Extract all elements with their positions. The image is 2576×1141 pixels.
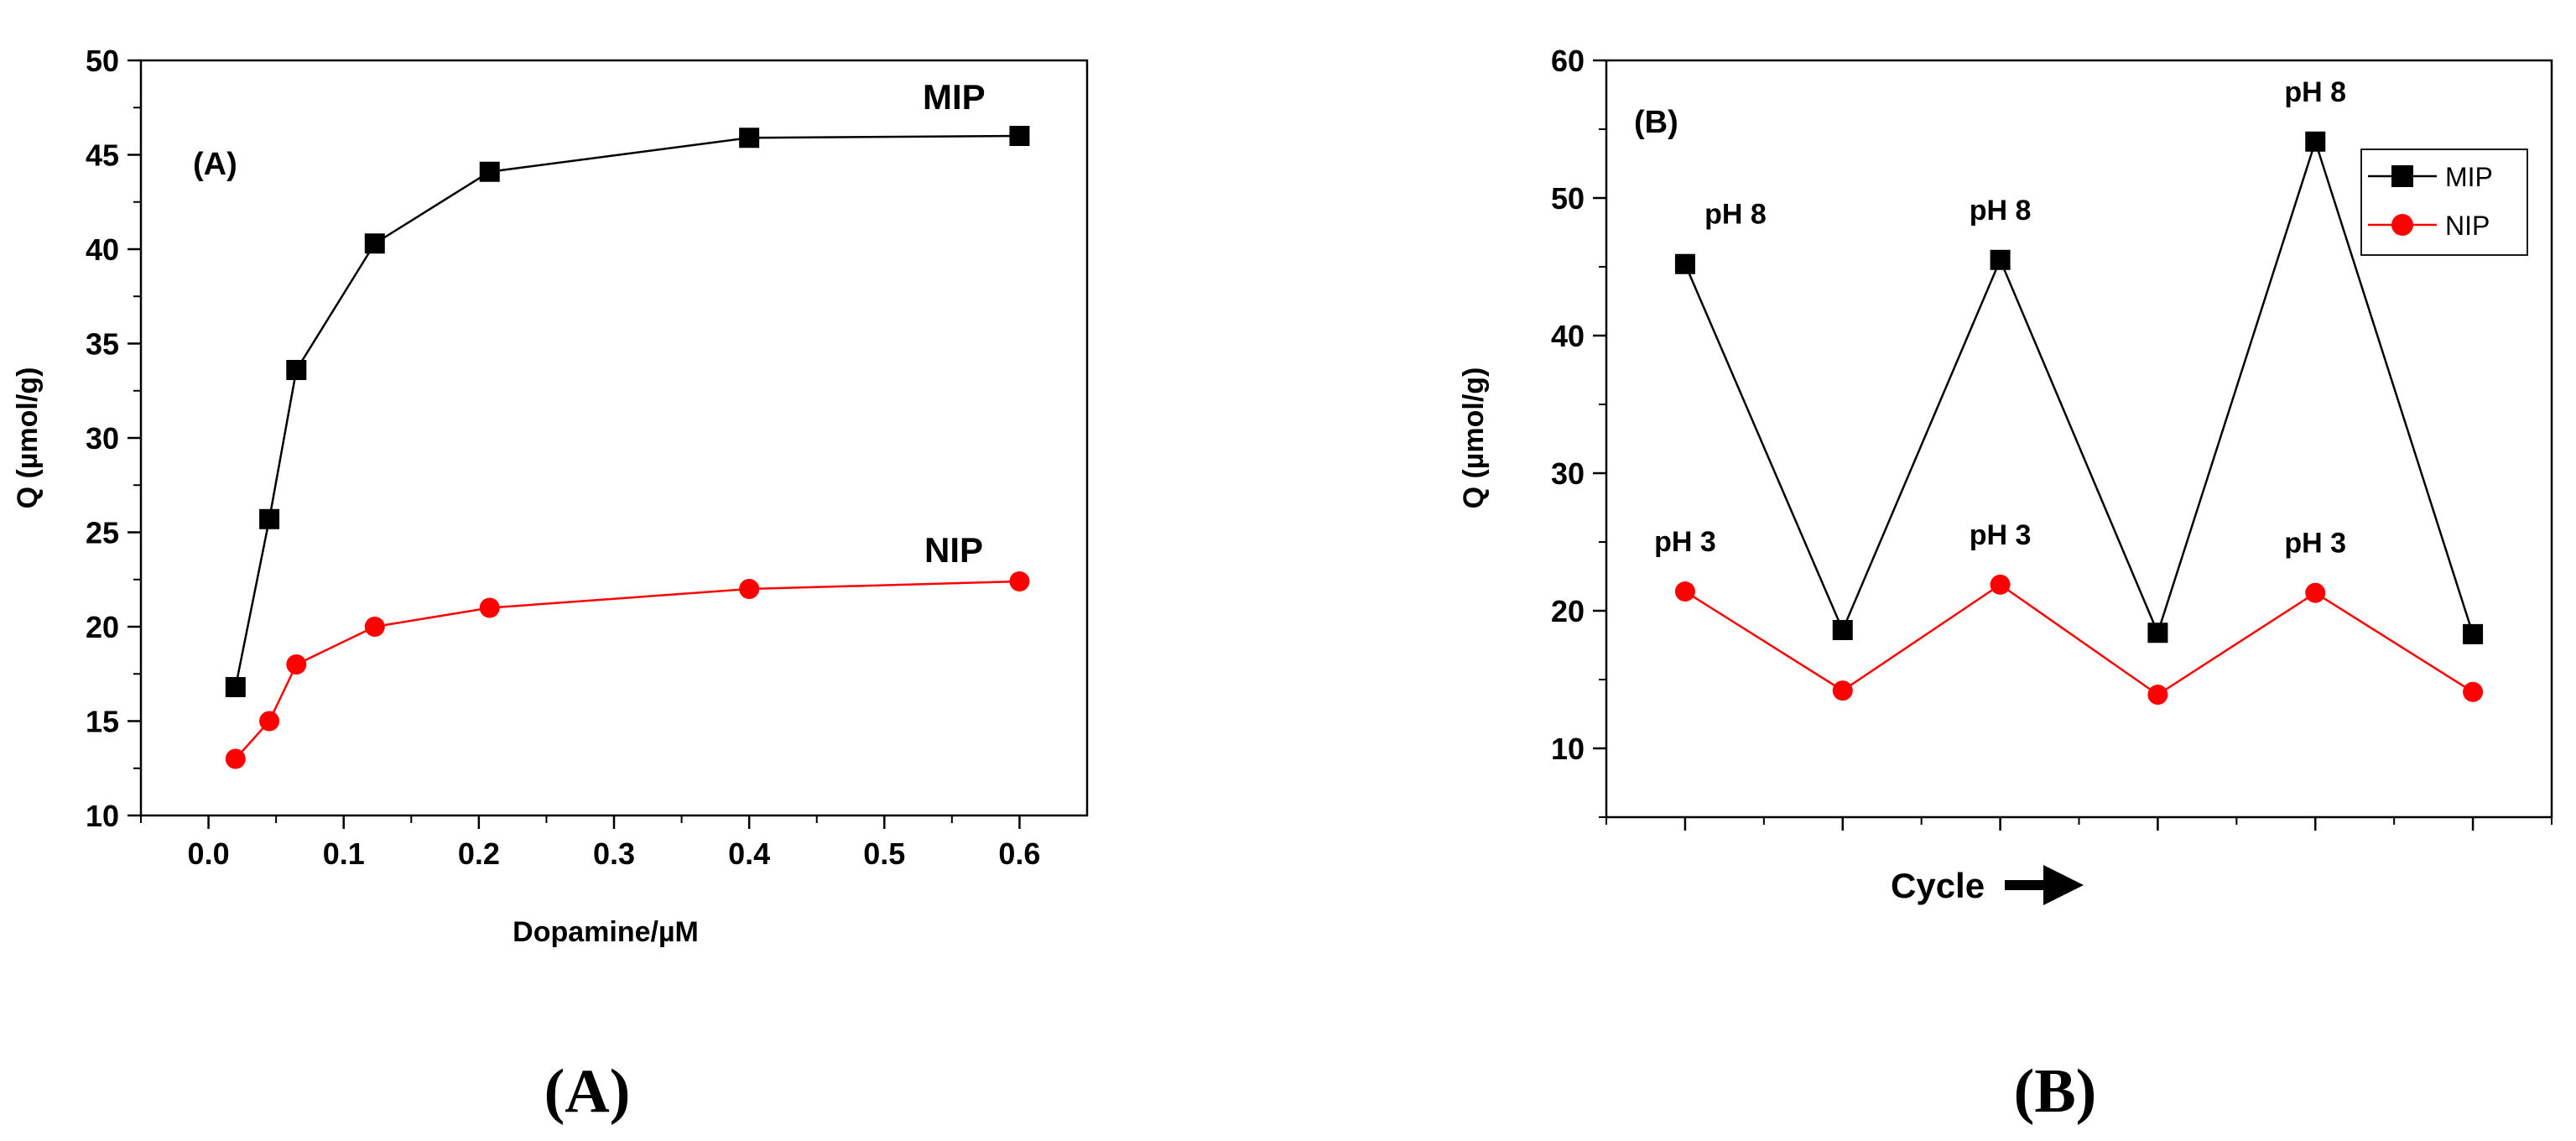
data-point-nip-a: [364, 617, 385, 637]
data-point-nip-a: [1009, 571, 1030, 591]
legend-nip-marker: [2391, 214, 2413, 236]
panel-label-a: (A): [193, 147, 237, 182]
x-tick-label-a: 0.6: [998, 836, 1040, 871]
x-axis-label-b-group: Cycle: [1891, 865, 2084, 905]
caption-a: (A): [544, 1057, 631, 1126]
series-line-mip-b: [1684, 138, 2475, 636]
data-point-mip-b: [1832, 619, 1853, 640]
data-point-mip-a: [364, 233, 385, 254]
legend-box-b: [2360, 148, 2528, 256]
chart-panel-a: 0.0 0.1 0.2 0.3 0.4 0.5 0.6 10 15 20 25 30 35 40 45 50…: [12, 44, 1089, 1126]
series-line-mip-a: [234, 134, 1020, 688]
annotation-ph-label: pH 8: [1704, 199, 1767, 231]
y-tick-label-a: 35: [86, 327, 119, 362]
data-point-mip-a: [259, 508, 280, 529]
x-axis-label-b: Cycle: [1891, 866, 1985, 905]
data-point-nip-b: [2463, 681, 2484, 702]
data-point-mip-a: [286, 360, 307, 380]
data-point-mip-b: [2147, 623, 2168, 643]
legend-b: MIP NIP: [2360, 148, 2528, 256]
x-tick-label-a: 0.3: [593, 836, 635, 871]
y-tick-label-b: 40: [1551, 319, 1585, 353]
y-tick-label-b: 50: [1551, 181, 1585, 216]
annotation-ph-label: pH 3: [1654, 526, 1716, 558]
series-line-nip-a: [234, 580, 1020, 760]
legend-mip-marker: [2391, 165, 2413, 187]
y-tick-label-a: 20: [86, 610, 119, 644]
series-line-nip-b: [1684, 583, 2474, 696]
data-point-mip-b: [1674, 253, 1695, 274]
y-tick-label-b: 20: [1551, 594, 1585, 628]
data-point-mip-a: [225, 677, 246, 697]
data-point-nip-b: [1832, 680, 1853, 701]
x-tick-label-a: 0.1: [323, 836, 365, 871]
data-point-nip-a: [479, 597, 500, 618]
x-tick-label-a: 0.0: [188, 836, 230, 871]
data-point-nip-a: [225, 748, 246, 769]
plot-frame-a: [139, 59, 1089, 817]
data-point-mip-a: [739, 128, 760, 148]
annotation-ph-label: pH 3: [1970, 519, 2032, 551]
y-tick-label-a: 10: [86, 799, 119, 833]
annotation-ph-label: pH 3: [2284, 528, 2346, 560]
y-tick-label-b: 30: [1551, 456, 1585, 491]
legend-mip-text: MIP: [2445, 162, 2493, 192]
series-label-mip-a: MIP: [923, 77, 986, 117]
series-label-nip-a: NIP: [924, 530, 983, 570]
data-point-nip-a: [286, 654, 307, 675]
data-point-nip-b: [2305, 582, 2326, 603]
y-tick-label-a: 25: [86, 516, 119, 550]
y-tick-label-a: 50: [86, 44, 119, 78]
data-point-mip-a: [1009, 126, 1030, 146]
data-point-nip-a: [259, 711, 280, 732]
y-axis-label-b: Q (µmol/g): [1458, 367, 1490, 509]
y-tick-label-a: 40: [86, 232, 119, 267]
data-point-mip-b: [1990, 249, 2011, 270]
data-point-mip-b: [2463, 623, 2484, 644]
panel-label-b: (B): [1634, 105, 1678, 140]
data-point-mip-a: [479, 161, 500, 182]
chart-panel-b: 10 20 30 40 50 60 pH 8 pH 8 pH 8 pH 3 pH 3 pH 3 (B…: [1458, 44, 2553, 1126]
data-point-nip-b: [1990, 574, 2011, 595]
y-axis-label-a: Q (µmol/g): [12, 367, 44, 509]
caption-b: (B): [2014, 1057, 2097, 1126]
data-point-nip-b: [2147, 685, 2168, 706]
data-point-nip-a: [739, 579, 760, 599]
y-tick-label-b: 10: [1551, 732, 1585, 766]
data-point-nip-b: [1674, 581, 1695, 602]
x-tick-label-a: 0.2: [458, 836, 500, 871]
x-axis-label-a: Dopamine/µM: [513, 916, 699, 948]
y-tick-label-a: 15: [86, 705, 119, 739]
data-point-mip-b: [2305, 131, 2326, 152]
annotation-ph-label: pH 8: [2284, 76, 2346, 108]
x-tick-label-a: 0.4: [728, 836, 770, 871]
legend-nip-text: NIP: [2445, 211, 2490, 241]
y-tick-label-a: 30: [86, 421, 119, 456]
annotation-ph-label: pH 8: [1970, 195, 2032, 227]
y-tick-label-b: 60: [1551, 44, 1585, 78]
y-tick-label-a: 45: [86, 138, 119, 173]
x-tick-label-a: 0.5: [863, 836, 905, 871]
